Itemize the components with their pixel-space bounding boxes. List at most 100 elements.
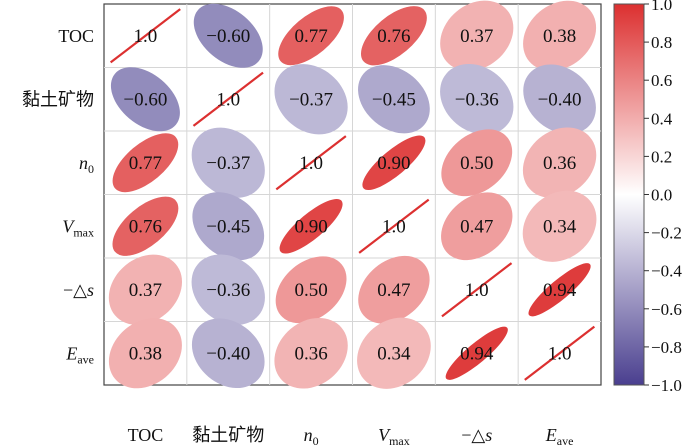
cell-value-label: −0.60 [123,89,167,110]
colorbar-tick-label: −0.2 [651,224,682,243]
column-label-eave: Eave [545,425,574,447]
matrix-cell: −0.40 [523,64,596,135]
matrix-cells: 1.0 −0.60 0.77 0.76 0.37 0.38 −0.60 1.0 −0.37 −0.… [108,0,597,389]
correlation-ellipse [191,127,265,198]
colorbar-tick-label: 0.2 [651,147,672,166]
matrix-cell: 0.94 [528,263,591,317]
correlation-ellipse [441,192,513,261]
cell-value-label: 1.0 [134,26,158,47]
cell-value-label: −0.36 [206,280,250,301]
colorbar-tick-label: 0.0 [651,186,672,205]
cell-value-label: 0.50 [294,280,327,301]
matrix-cell: 0.34 [357,317,431,389]
matrix-cell: 0.77 [278,6,344,66]
correlation-line-mark [109,8,181,64]
matrix-cell: 0.37 [108,254,183,325]
row-label-s: −△s [63,280,94,300]
column-label-vmax: Vmax [378,425,410,447]
matrix-cell: 1.0 [524,325,596,381]
cell-value-label: 1.0 [216,89,240,110]
correlation-line-mark [275,135,347,191]
correlation-ellipse [279,198,343,254]
column-labels: TOC 黏土矿物 n0 Vmax −△s Eave [128,425,574,447]
correlation-ellipse [108,318,182,389]
correlation-ellipse [191,254,265,326]
correlation-ellipse [445,326,508,380]
matrix-cell: 0.90 [279,198,343,254]
row-label-eave: Eave [65,343,94,366]
colorbar-tick-label: 0.6 [651,71,672,90]
matrix-cell: −0.60 [110,67,180,132]
matrix-cell: 1.0 [275,135,347,191]
cell-value-label: −0.40 [538,89,582,110]
cell-value-label: 0.90 [377,153,410,174]
matrix-cell: 0.36 [522,127,597,199]
colorbar-tick-label: −0.4 [651,262,682,281]
matrix-cell: 0.90 [362,135,426,191]
colorbar-tick-label: −1.0 [651,376,682,395]
cell-value-label: 0.38 [129,343,162,364]
matrix-cell: 0.37 [440,0,514,71]
correlation-line-mark [524,325,596,381]
cell-value-label: 0.34 [543,216,577,237]
matrix-cell: 0.76 [112,196,179,256]
cell-value-label: 0.94 [460,343,494,364]
correlation-line-mark [358,198,430,254]
cell-value-label: 0.38 [543,26,576,47]
matrix-grid [103,3,602,386]
cell-value-label: 0.47 [460,216,493,237]
cell-value-label: 1.0 [465,280,489,301]
row-label-vmax: Vmax [62,216,94,239]
matrix-cell: 0.94 [445,326,508,380]
cell-value-label: −0.60 [206,26,250,47]
cell-value-label: −0.45 [206,216,250,237]
cell-value-label: 0.47 [377,280,410,301]
cell-value-label: −0.36 [455,89,499,110]
colorbar: 1.0 0.8 0.6 0.4 0.2 0.0 −0.2 −0.4 −0.6 −0.8 −1.0 [613,0,682,395]
matrix-cell: 0.38 [523,0,597,71]
cell-value-label: 0.76 [377,26,410,47]
column-label-n0: n0 [304,425,319,447]
matrix-cell: 0.77 [112,133,179,193]
correlation-ellipse [112,133,179,193]
matrix-cell: −0.37 [191,127,265,198]
cell-value-label: −0.40 [206,343,250,364]
colorbar-tick-label: −0.8 [651,338,682,357]
cell-value-label: 0.77 [129,153,162,174]
correlation-ellipse [112,196,179,256]
correlation-ellipse [278,6,344,66]
correlation-ellipse [191,318,265,389]
correlation-ellipse [275,256,347,324]
cell-value-label: 1.0 [382,216,406,237]
matrix-cell: 1.0 [192,71,264,127]
cell-value-label: 0.76 [129,216,162,237]
matrix-cell: 0.47 [441,192,513,261]
matrix-cell: 0.34 [522,190,597,262]
colorbar-tick-label: −0.6 [651,300,682,319]
row-label-n0: n0 [79,153,94,176]
cell-value-label: 1.0 [548,343,572,364]
correlation-ellipse [441,129,513,197]
correlation-ellipse [440,0,514,71]
matrix-cell: 0.47 [358,255,430,324]
row-label-toc: TOC [58,26,94,46]
correlation-line-mark [441,262,513,318]
cell-value-label: 0.50 [460,153,493,174]
colorbar-tick-label: 0.8 [651,33,672,52]
cell-value-label: 0.36 [543,153,576,174]
column-label-var: 黏土矿物 [192,425,264,445]
cell-value-label: 0.34 [377,343,411,364]
cell-value-label: 0.77 [294,26,327,47]
matrix-cell: 1.0 [358,198,430,254]
correlation-ellipse [360,6,427,66]
correlation-ellipse [523,0,597,71]
matrix-cell: −0.60 [193,3,263,68]
matrix-cell: −0.40 [191,318,265,389]
cell-value-label: −0.37 [289,89,333,110]
correlation-ellipse [362,135,426,191]
matrix-cell: −0.45 [192,192,265,261]
matrix-cell: 1.0 [441,262,513,318]
column-label-toc: TOC [128,425,164,445]
correlation-ellipse [358,65,430,134]
